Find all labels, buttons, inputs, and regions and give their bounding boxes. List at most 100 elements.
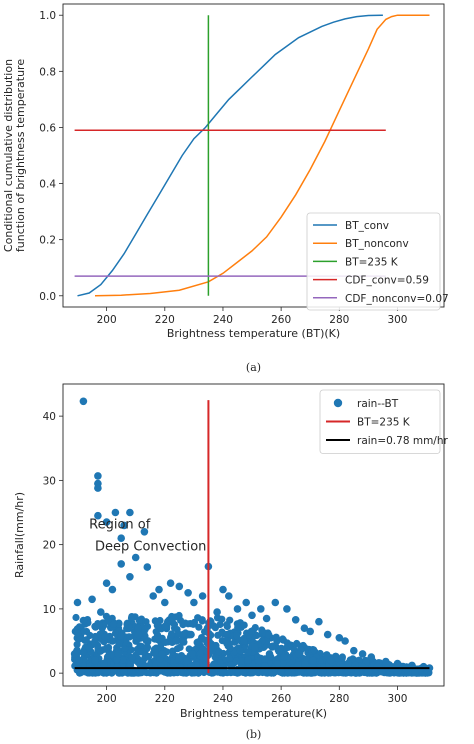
panel-b-scatter-point xyxy=(283,605,291,613)
panel-b-scatter-point xyxy=(114,650,123,658)
panel-b-scatter-point xyxy=(234,623,242,632)
panel-b-scatter-point xyxy=(262,614,271,623)
panel-a-caption: (a) xyxy=(246,361,261,374)
panel-b-scatter-point xyxy=(222,637,230,645)
panel-b-scatter-point xyxy=(126,633,134,641)
panel-b-scatter-point xyxy=(113,656,121,664)
panel-b-scatter-point xyxy=(102,644,110,652)
panel-b-scatter-point xyxy=(236,646,245,655)
panel-b-scatter-point xyxy=(88,595,96,604)
panel-b-scatter-point xyxy=(315,617,323,626)
panel-b-scatter-point xyxy=(88,665,96,674)
panel-b-scatter-point xyxy=(223,630,231,638)
panel-b-scatter-point xyxy=(175,582,184,591)
panel-b-scatter-point xyxy=(117,560,125,568)
panel-b-x-tick-label: 200 xyxy=(97,693,117,705)
panel-b-scatter-point xyxy=(119,656,127,664)
panel-b-scatter-point xyxy=(309,656,317,665)
panel-a-x-axis-label: Brightness temperature (BT)(K) xyxy=(167,327,340,340)
panel-b-scatter-point xyxy=(411,668,419,677)
panel-b-x-axis-label: Brightness temperature(K) xyxy=(180,707,327,720)
panel-b-scatter-point xyxy=(166,579,175,587)
panel-b-scatter-point xyxy=(244,656,252,664)
panel-b-annotation-line2: Deep Convection xyxy=(95,539,206,554)
panel-b-scatter-point xyxy=(219,585,227,594)
panel-b-scatter-point xyxy=(151,649,159,657)
panel-b-scatter-point xyxy=(382,657,390,666)
panel-b-scatter-point xyxy=(170,620,179,629)
panel-a-cdf-chart: 200 220 240 260 280 300 0.0 0.2 0.4 0.6 0.8 1.0 Br… xyxy=(2,3,449,374)
panel-b-plot-area xyxy=(70,397,434,677)
panel-b-scatter-point xyxy=(208,669,216,677)
panel-b-scatter-point xyxy=(213,608,221,616)
panel-b-scatter-point xyxy=(127,614,136,622)
panel-a-series-line-1 xyxy=(94,14,430,297)
panel-a-y-ticks: 0.0 0.2 0.4 0.6 0.8 1.0 xyxy=(39,10,63,303)
panel-b-scatter-point xyxy=(99,659,108,668)
panel-b-scatter-point xyxy=(79,616,88,625)
panel-b-scatter-point xyxy=(94,484,102,492)
panel-b-scatter-point xyxy=(393,659,402,668)
panel-b-scatter-point xyxy=(101,633,109,641)
panel-b-scatter-point xyxy=(140,528,149,536)
panel-b-scatter-point xyxy=(134,630,143,639)
panel-b-scatter-point xyxy=(175,654,183,663)
panel-b-scatter-point xyxy=(180,638,188,646)
panel-b-scatter-point xyxy=(189,620,197,628)
panel-b-scatter-point xyxy=(188,650,196,658)
panel-b-x-tick-label: 220 xyxy=(155,693,175,705)
panel-b-scatter-point xyxy=(275,647,283,656)
panel-b-scatter-point xyxy=(225,592,233,600)
panel-b-scatter-point xyxy=(161,598,169,607)
panel-b-scatter-point xyxy=(326,656,335,665)
panel-b-scatter-point xyxy=(393,668,402,676)
panel-b-scatter-point xyxy=(240,621,248,629)
panel-b-scatter-point xyxy=(151,635,159,643)
panel-b-scatter-point xyxy=(102,579,111,587)
panel-b-scatter-point xyxy=(73,598,82,607)
panel-b-scatter-point xyxy=(97,608,105,616)
panel-a-y-tick-label: 0.8 xyxy=(39,66,56,78)
panel-b-y-tick-label: 40 xyxy=(43,411,56,423)
panel-b-scatter-point xyxy=(120,668,128,676)
panel-b-scatter-point xyxy=(76,635,84,643)
panel-a-x-tick-label: 240 xyxy=(213,314,233,326)
panel-b-scatter-point xyxy=(341,637,349,645)
panel-b-scatter-point xyxy=(244,648,252,656)
panel-b-y-tick-label: 10 xyxy=(43,604,56,616)
panel-b-scatter-point xyxy=(367,653,376,661)
panel-b-legend-box xyxy=(319,389,441,454)
panel-b-x-tick-label: 280 xyxy=(329,693,349,705)
panel-b-scatter-point xyxy=(102,518,111,526)
panel-b-y-tick-label: 30 xyxy=(43,475,56,487)
panel-a-legend-label: BT_nonconv xyxy=(345,238,409,250)
panel-b-scatter-point xyxy=(143,643,152,652)
panel-a-legend-label: CDF_conv=0.59 xyxy=(345,275,429,287)
panel-b-scatter-chart: 200 220 240 260 280 300 0 10 20 30 40 Region of D… xyxy=(13,383,448,741)
panel-b-scatter-point xyxy=(272,633,280,641)
panel-b-scatter-point xyxy=(240,637,248,645)
panel-b-scatter-point xyxy=(144,637,152,645)
panel-b-scatter-point xyxy=(73,640,81,649)
panel-b-scatter-point xyxy=(72,613,80,622)
panel-b-scatter-point xyxy=(143,563,152,571)
panel-b-scatter-point xyxy=(373,662,381,671)
panel-b-scatter-point xyxy=(96,647,104,655)
panel-b-scatter-point xyxy=(273,660,282,668)
panel-b-scatter-point xyxy=(146,669,154,677)
panel-b-scatter-point xyxy=(187,630,195,639)
panel-b-legend-label: rain--BT xyxy=(357,398,399,410)
panel-b-scatter-point xyxy=(242,598,250,607)
panel-b-scatter-point xyxy=(280,653,288,661)
panel-b-scatter-point xyxy=(358,662,367,671)
panel-b-scatter-point xyxy=(161,622,169,630)
panel-b-scatter-point xyxy=(172,667,181,675)
panel-a-series-line-0 xyxy=(77,14,383,297)
panel-b-scatter-point xyxy=(117,534,125,542)
panel-b-legend-swatch xyxy=(333,398,343,408)
panel-b-scatter-point xyxy=(355,656,363,664)
panel-b-y-tick-label: 20 xyxy=(43,540,56,552)
panel-b-scatter-point xyxy=(210,622,218,630)
panel-b-scatter-point xyxy=(131,553,140,562)
